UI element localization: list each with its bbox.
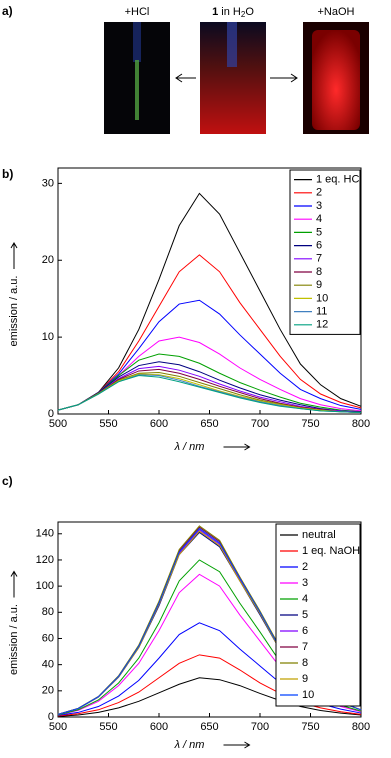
y-tick-label: 140: [36, 528, 54, 540]
y-tick-label: 20: [42, 685, 54, 697]
legend-label: 11: [316, 306, 327, 318]
x-tick-label: 600: [150, 721, 168, 733]
label-part: in H: [218, 6, 241, 18]
x-axis-label: λ / nm: [174, 441, 205, 453]
photo-label: +NaOH: [318, 6, 355, 18]
legend-label: 4: [302, 593, 308, 605]
label-part: 2: [241, 10, 246, 19]
arrow: [175, 73, 196, 83]
panel-label: c): [2, 474, 13, 488]
panel-label: a): [2, 4, 13, 18]
legend-label: 9: [302, 673, 308, 685]
series-line: [57, 336, 362, 412]
legend-label: 9: [316, 279, 322, 291]
y-axis-label: emission / a.u.: [8, 604, 20, 675]
y-tick-label: 10: [42, 331, 54, 343]
axis-arrow: [223, 741, 251, 749]
x-tick-label: 600: [150, 418, 168, 430]
y-tick-label: 60: [42, 632, 54, 644]
legend-box: [289, 169, 361, 335]
y-tick-label: 40: [42, 659, 54, 671]
y-axis-label: emission / a.u.: [8, 276, 20, 347]
y-tick-label: 100: [36, 580, 54, 592]
label-part: O: [245, 6, 254, 18]
x-tick-label: 800: [352, 418, 370, 430]
legend-label: 3: [302, 577, 308, 589]
series-line: [57, 353, 362, 413]
x-axis-label: λ / nm: [174, 739, 205, 751]
axis-arrow: [10, 242, 18, 269]
y-tick-label: 30: [42, 177, 54, 189]
legend-label: 3: [316, 200, 322, 212]
series-line: [57, 192, 362, 411]
x-tick-label: 650: [200, 418, 218, 430]
y-tick-label: 80: [42, 606, 54, 618]
photo-detail: [133, 22, 141, 62]
axis-arrow: [10, 570, 18, 598]
legend-label: 6: [316, 240, 322, 252]
legend-label: 10: [316, 292, 328, 304]
y-tick-label: 120: [36, 554, 54, 566]
photo-detail: [227, 22, 237, 67]
legend-label: 2: [316, 187, 322, 199]
x-tick-label: 500: [49, 721, 67, 733]
series-line: [57, 677, 362, 717]
x-tick-label: 550: [99, 721, 117, 733]
series-line: [57, 254, 362, 411]
label-part: 1: [212, 6, 218, 18]
legend-label: neutral: [302, 529, 336, 541]
x-tick-label: 750: [301, 418, 319, 430]
photo-detail: [312, 30, 360, 130]
legend-label: 10: [302, 689, 314, 701]
legend-label: 6: [302, 625, 308, 637]
legend-label: 7: [302, 641, 308, 653]
series-line: [57, 375, 362, 413]
legend-label: 8: [302, 657, 308, 669]
y-tick-label: 0: [48, 711, 54, 723]
legend-label: 1 eq. HCl: [316, 174, 362, 186]
arrow: [270, 73, 298, 83]
legend-label: 1 eq. NaOH: [302, 545, 360, 557]
x-tick-label: 800: [352, 721, 370, 733]
axis-arrow: [223, 443, 251, 451]
x-tick-label: 750: [301, 721, 319, 733]
panel-label: b): [2, 167, 13, 181]
legend-label: 8: [316, 266, 322, 278]
legend-label: 5: [302, 609, 308, 621]
photo-label: +HCl: [125, 6, 150, 18]
series-line: [57, 299, 362, 411]
series-line: [57, 361, 362, 413]
legend-label: 5: [316, 226, 322, 238]
x-tick-label: 550: [99, 418, 117, 430]
legend-label: 2: [302, 561, 308, 573]
legend-label: 4: [316, 213, 322, 225]
photo-detail: [135, 60, 139, 120]
x-tick-label: 650: [200, 721, 218, 733]
y-tick-label: 20: [42, 254, 54, 266]
legend-label: 12: [316, 319, 328, 331]
photo-label: 1 in H2O: [212, 6, 254, 19]
y-tick-label: 0: [48, 408, 54, 420]
x-tick-label: 700: [251, 418, 269, 430]
x-tick-label: 500: [49, 418, 67, 430]
legend-label: 7: [316, 253, 322, 265]
x-tick-label: 700: [251, 721, 269, 733]
